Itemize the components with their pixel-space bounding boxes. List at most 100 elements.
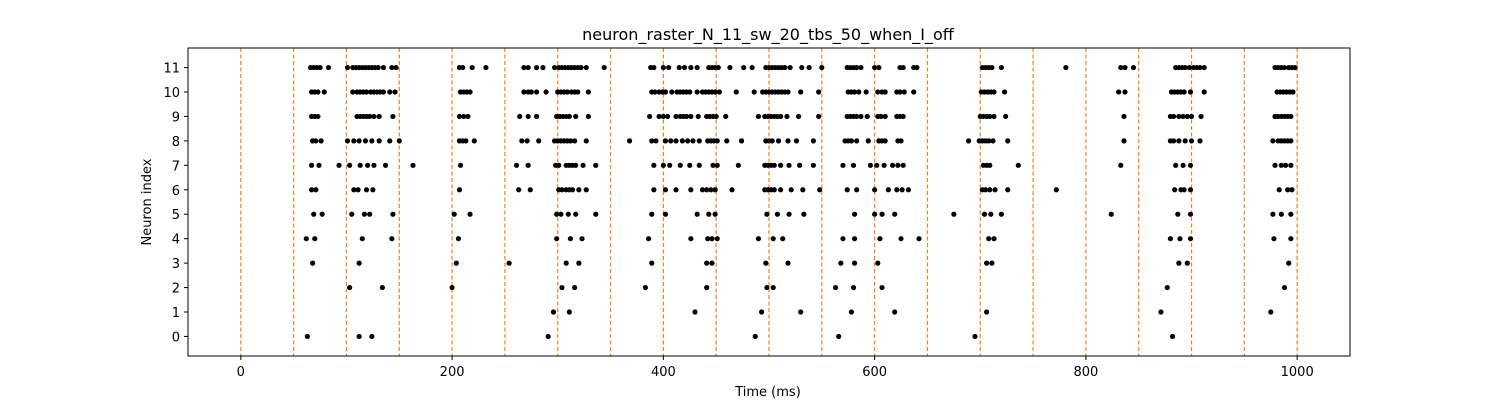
spike-point: [363, 89, 370, 95]
spike-point: [1197, 64, 1203, 71]
spike-point: [545, 333, 551, 340]
spike-point: [1122, 64, 1128, 71]
spike-point: [786, 162, 792, 168]
spike-point: [1281, 64, 1288, 71]
spike-point: [898, 138, 904, 144]
spike-point: [565, 211, 571, 217]
spike-point: [564, 89, 570, 95]
spike-point: [694, 64, 700, 71]
spike-point: [554, 211, 560, 217]
spike-point: [573, 113, 579, 120]
x-axis-title: Time (ms): [734, 385, 801, 400]
spike-point: [755, 113, 762, 120]
spike-point: [778, 162, 784, 168]
spike-point: [1282, 162, 1289, 168]
spike-point: [393, 64, 399, 71]
spike-point: [362, 138, 369, 144]
spike-point: [1170, 138, 1177, 144]
spike-point: [558, 211, 564, 217]
spike-point: [325, 64, 332, 71]
spike-point: [986, 236, 992, 242]
spike-point: [471, 138, 477, 144]
spike-point: [715, 64, 721, 71]
spike-point: [1118, 64, 1124, 71]
spike-point: [536, 138, 542, 144]
spike-point: [882, 138, 888, 144]
neuron-7-spikes: [308, 162, 1294, 168]
spike-point: [583, 187, 589, 193]
spike-point: [317, 64, 323, 71]
x-tick-label: 600: [862, 365, 887, 380]
spike-point: [1289, 187, 1295, 193]
spike-point: [798, 89, 804, 95]
spike-point: [1176, 138, 1182, 144]
spike-point: [380, 64, 387, 71]
spike-point: [854, 138, 860, 144]
spike-point: [850, 162, 857, 168]
spike-point: [465, 113, 471, 120]
spike-point: [651, 162, 657, 168]
x-tick-label: 800: [1073, 365, 1098, 380]
spike-point: [897, 89, 903, 95]
spike-point: [892, 211, 898, 217]
spike-point: [688, 187, 694, 193]
spike-point: [1271, 236, 1277, 242]
neuron-6-spikes: [308, 187, 1295, 193]
spike-point: [819, 64, 825, 71]
spike-point: [1180, 113, 1186, 120]
spike-point: [371, 162, 377, 168]
neuron-10-spikes: [308, 89, 1296, 95]
spike-point: [882, 113, 888, 120]
spike-point: [1184, 260, 1190, 266]
spike-point: [519, 138, 525, 144]
spike-point: [816, 89, 822, 95]
spike-point: [601, 64, 607, 71]
spike-point: [651, 64, 657, 71]
spike-point: [1276, 187, 1282, 193]
spike-point: [705, 236, 711, 242]
spike-point: [892, 309, 898, 315]
spike-point: [1169, 333, 1176, 340]
spike-point: [858, 113, 864, 120]
spike-point: [469, 64, 475, 71]
spike-point: [714, 138, 720, 144]
spike-point: [1187, 162, 1194, 168]
spike-point: [461, 113, 467, 120]
spike-point: [540, 64, 546, 71]
spike-point: [551, 64, 558, 71]
spike-point: [315, 113, 321, 120]
spike-point: [653, 138, 659, 144]
spike-point: [1201, 64, 1207, 71]
spike-point: [986, 138, 992, 144]
spike-point: [881, 162, 887, 168]
spike-point: [593, 162, 599, 168]
spike-point: [649, 260, 655, 266]
spike-point: [793, 138, 800, 144]
spike-point: [356, 260, 362, 266]
spike-point: [1288, 236, 1294, 242]
spike-point: [712, 187, 718, 193]
spike-point: [1288, 113, 1294, 120]
spike-point: [848, 138, 854, 144]
spike-point: [778, 187, 784, 193]
spike-point: [679, 138, 685, 144]
spike-point: [714, 162, 720, 168]
spike-point: [878, 113, 884, 120]
spike-point: [357, 162, 363, 168]
spike-point: [318, 138, 324, 144]
spike-point: [583, 64, 589, 71]
spike-point: [991, 89, 997, 95]
spike-point: [1186, 64, 1193, 71]
spike-point: [356, 333, 362, 340]
spike-point: [712, 89, 718, 95]
spike-point: [351, 138, 357, 144]
spike-point: [308, 187, 315, 193]
spike-point: [981, 211, 988, 217]
spike-point: [308, 162, 315, 168]
spike-point: [1015, 162, 1021, 168]
spike-point: [787, 64, 793, 71]
spike-point: [992, 187, 998, 193]
spike-point: [690, 138, 696, 144]
spike-point: [669, 89, 675, 95]
